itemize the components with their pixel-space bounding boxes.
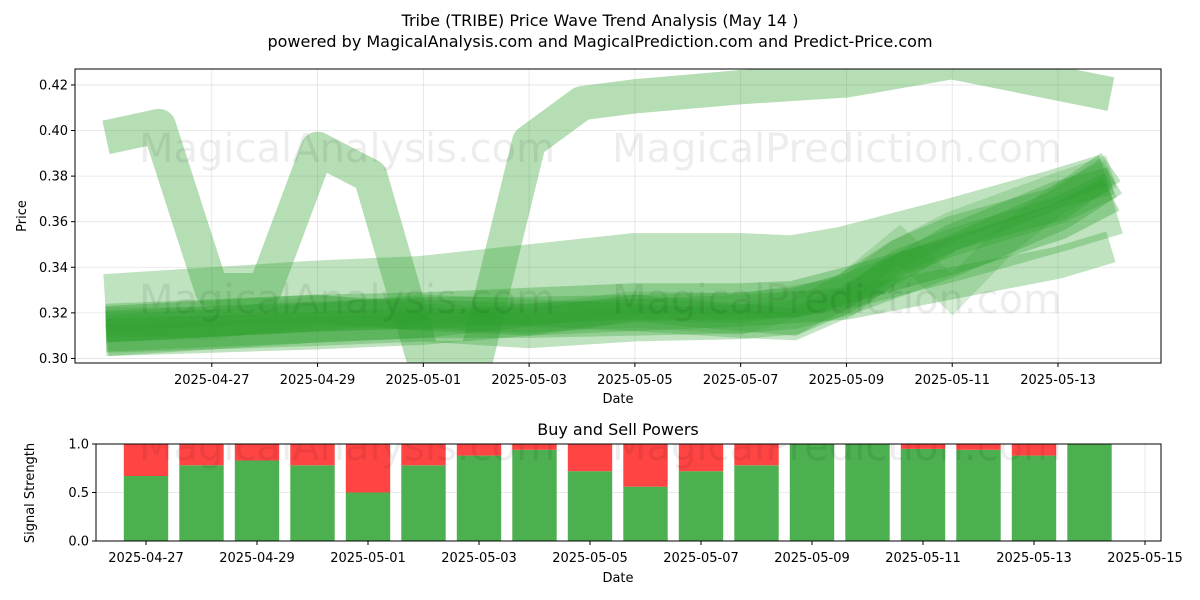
buy-bar-2025-05-08 (734, 465, 779, 541)
sell-bar-2025-05-01 (345, 444, 391, 493)
price-bands (102, 69, 1123, 363)
buy-bar-2025-05-02 (401, 465, 446, 541)
buy-bar-2025-04-30 (290, 465, 335, 541)
sell-bar-2025-04-28 (179, 444, 224, 466)
signal-y-axis: 0.0 0.5 1.0 (68, 438, 96, 550)
price-band-4 (105, 158, 1123, 352)
buy-bar-2025-04-29 (234, 460, 280, 541)
price-band-1 (102, 69, 1115, 363)
buy-bar-2025-05-14 (1067, 444, 1112, 541)
price-x-tick-2025-04-29: 2025-04-29 (280, 373, 356, 388)
buy-bar-2025-05-07 (678, 471, 724, 541)
sell-bar-2025-05-13 (1011, 444, 1057, 456)
price-x-tick-2025-05-09: 2025-05-09 (809, 373, 885, 388)
signal-x-tick-2025-05-11: 2025-05-11 (885, 551, 961, 566)
price-x-axis: 2025-04-27 2025-04-29 2025-05-01 2025-05-03… (174, 363, 1096, 388)
watermark-analysis-bottom: MagicalAnalysis.com (139, 424, 555, 470)
signal-x-tick-2025-05-07: 2025-05-07 (663, 551, 739, 566)
price-band-2 (103, 155, 1123, 357)
price-band-9 (106, 155, 1116, 337)
sell-bar-2025-05-08 (734, 444, 779, 466)
chart-subtitle: powered by MagicalAnalysis.com and Magic… (267, 32, 932, 51)
buy-bar-2025-05-09 (789, 444, 835, 541)
signal-x-axis: 2025-04-27 2025-04-29 2025-05-01 2025-05-03… (108, 541, 1183, 566)
price-x-label: Date (602, 392, 633, 407)
signal-y-tick-1-0: 1.0 (68, 438, 89, 453)
price-x-tick-2025-04-27: 2025-04-27 (174, 373, 250, 388)
sell-bar-2025-05-06 (623, 444, 668, 487)
price-y-tick-0-32: 0.32 (39, 306, 68, 321)
watermark-prediction-mid: MagicalPrediction.com (612, 277, 1062, 323)
price-band-10 (105, 160, 1118, 342)
chart-title: Tribe (TRIBE) Price Wave Trend Analysis … (401, 11, 799, 30)
watermark-prediction-top: MagicalPrediction.com (612, 126, 1062, 172)
price-x-tick-2025-05-01: 2025-05-01 (386, 373, 462, 388)
sell-bar-2025-05-02 (401, 444, 446, 466)
sell-bar-2025-04-29 (234, 444, 280, 461)
price-y-axis: 0.30 0.32 0.34 0.36 0.38 0.40 0.42 (39, 78, 75, 367)
sell-bar-2025-04-27 (123, 444, 169, 476)
sell-bar-2025-04-30 (290, 444, 335, 466)
signal-x-tick-2025-05-01: 2025-05-01 (330, 551, 406, 566)
buy-bar-2025-04-27 (123, 476, 169, 541)
signal-x-tick-2025-04-29: 2025-04-29 (219, 551, 295, 566)
signal-chart-title: Buy and Sell Powers (537, 420, 699, 439)
price-x-tick-2025-05-13: 2025-05-13 (1020, 373, 1096, 388)
signal-x-tick-2025-05-05: 2025-05-05 (552, 551, 628, 566)
signal-y-tick-0-0: 0.0 (68, 535, 89, 550)
price-y-tick-0-34: 0.34 (39, 261, 68, 276)
signal-y-label: Signal Strength (23, 443, 38, 543)
buy-bar-2025-05-10 (845, 444, 890, 541)
signal-x-tick-2025-04-27: 2025-04-27 (108, 551, 184, 566)
watermark-analysis-mid: MagicalAnalysis.com (139, 277, 555, 323)
buy-bar-2025-05-03 (456, 455, 502, 541)
price-y-tick-0-40: 0.40 (39, 124, 68, 139)
price-y-tick-0-42: 0.42 (39, 78, 68, 93)
price-plot-frame (74, 68, 1162, 364)
price-band-6 (105, 167, 1115, 336)
buy-bar-2025-04-28 (179, 465, 224, 541)
sell-bar-2025-05-12 (956, 444, 1001, 450)
signal-x-tick-2025-05-03: 2025-05-03 (441, 551, 517, 566)
price-grid (75, 69, 1161, 363)
price-band-5 (105, 152, 1121, 353)
signal-x-label: Date (602, 571, 633, 586)
sell-bar-2025-05-03 (456, 444, 502, 456)
buy-bar-2025-05-12 (956, 449, 1001, 541)
price-band-7 (105, 172, 1117, 343)
price-y-tick-0-38: 0.38 (39, 170, 68, 185)
price-x-tick-2025-05-07: 2025-05-07 (703, 373, 779, 388)
price-x-tick-2025-05-03: 2025-05-03 (491, 373, 567, 388)
sell-bar-2025-05-11 (900, 444, 946, 449)
watermark-analysis-top: MagicalAnalysis.com (139, 126, 555, 172)
price-band-3 (105, 178, 1120, 343)
price-x-tick-2025-05-05: 2025-05-05 (597, 373, 673, 388)
buy-bar-2025-05-13 (1011, 455, 1057, 541)
signal-x-tick-2025-05-09: 2025-05-09 (774, 551, 850, 566)
buy-bar-2025-05-06 (623, 486, 668, 541)
signal-chart: Buy and Sell Powers MagicalAnalysis.com … (23, 420, 1183, 586)
sell-bar-2025-05-05 (567, 444, 613, 472)
price-chart: MagicalAnalysis.com MagicalPrediction.co… (15, 68, 1162, 407)
sell-bar-2025-05-04 (512, 444, 557, 450)
buy-bar-2025-05-11 (900, 448, 946, 541)
buy-bar-2025-05-04 (512, 449, 557, 541)
buy-bar-2025-05-01 (345, 492, 391, 541)
price-y-label: Price (15, 200, 30, 232)
signal-bars (123, 444, 1112, 541)
signal-x-tick-2025-05-15: 2025-05-15 (1107, 551, 1183, 566)
buy-bar-2025-05-05 (567, 471, 613, 541)
price-band-8 (105, 231, 1116, 357)
signal-y-tick-0-5: 0.5 (68, 486, 89, 501)
sell-bar-2025-05-07 (678, 444, 724, 472)
price-x-tick-2025-05-11: 2025-05-11 (914, 373, 990, 388)
signal-x-tick-2025-05-13: 2025-05-13 (996, 551, 1072, 566)
price-y-tick-0-36: 0.36 (39, 215, 68, 230)
price-y-tick-0-30: 0.30 (39, 352, 68, 367)
watermark-prediction-bottom: MagicalPrediction.com (612, 424, 1062, 470)
